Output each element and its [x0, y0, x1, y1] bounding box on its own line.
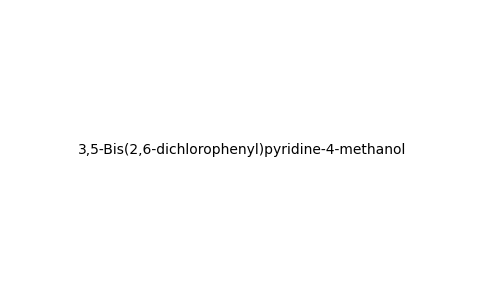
Text: 3,5-Bis(2,6-dichlorophenyl)pyridine-4-methanol: 3,5-Bis(2,6-dichlorophenyl)pyridine-4-me… — [78, 143, 406, 157]
